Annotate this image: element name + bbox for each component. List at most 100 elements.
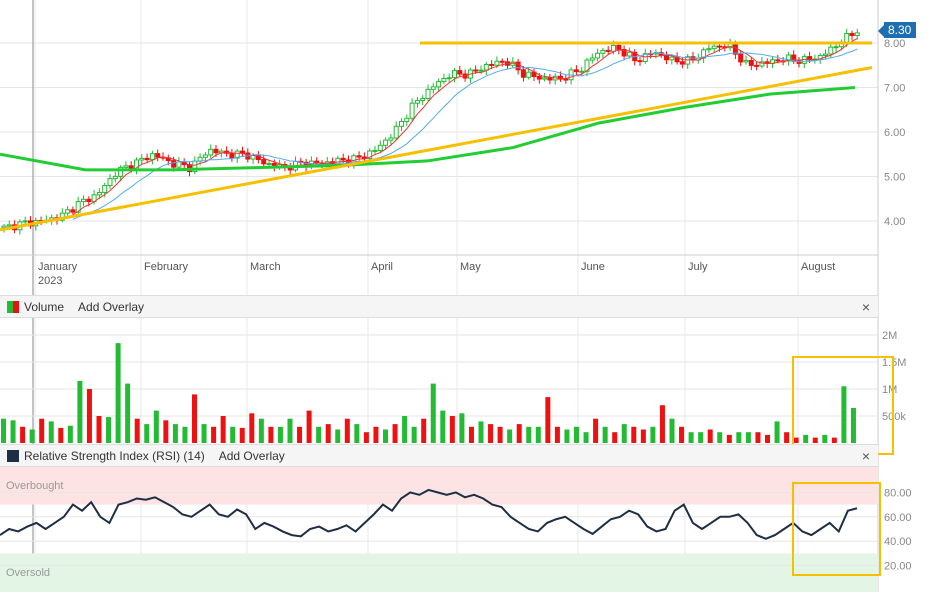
candle — [452, 70, 457, 79]
rsi-panel-header: Relative Strength Index (RSI) (14) Add O… — [0, 444, 878, 467]
candle — [589, 57, 595, 61]
volume-bar — [755, 432, 761, 443]
candle — [807, 56, 813, 61]
candle — [340, 157, 346, 161]
candle — [478, 69, 484, 72]
volume-bar — [707, 429, 713, 443]
volume-bar — [631, 426, 637, 443]
candle — [785, 54, 791, 62]
volume-bar — [449, 416, 455, 443]
candle — [176, 161, 182, 168]
candle — [441, 77, 447, 82]
volume-close-icon[interactable]: × — [861, 298, 870, 315]
volume-bar — [564, 429, 570, 443]
candle — [436, 80, 442, 88]
oversold-zone — [0, 553, 878, 592]
candle — [483, 63, 489, 71]
volume-bar — [822, 434, 828, 443]
volume-bar — [535, 426, 541, 443]
candle — [86, 198, 92, 203]
volume-bar — [774, 421, 780, 443]
volume-bar — [478, 421, 484, 443]
candle — [754, 64, 760, 67]
volume-bar — [258, 418, 264, 443]
volume-bar — [287, 418, 293, 443]
volume-bar — [803, 434, 809, 443]
volume-bar — [201, 424, 207, 443]
candle — [547, 77, 553, 81]
volume-bar — [793, 437, 799, 443]
candle — [75, 201, 81, 213]
candle — [139, 157, 145, 161]
support-trendline — [0, 66, 873, 232]
volume-add-overlay-button[interactable]: Add Overlay — [78, 299, 145, 314]
candle — [611, 44, 616, 52]
volume-tick-label: 1.5M — [882, 357, 906, 369]
volume-bar — [115, 343, 121, 443]
volume-bar — [153, 410, 159, 443]
candle — [494, 60, 500, 66]
candle — [6, 224, 12, 227]
volume-bar — [440, 410, 446, 443]
ma-slow-line — [72, 48, 858, 220]
candle — [796, 60, 802, 64]
volume-bar — [383, 429, 388, 443]
candle — [558, 75, 563, 80]
volume-bar — [602, 426, 608, 443]
rsi-tick-label: 40.00 — [884, 536, 912, 548]
candle — [266, 162, 272, 165]
overbought-zone — [0, 466, 878, 505]
candle — [361, 156, 367, 159]
candle — [679, 61, 685, 65]
candle — [579, 70, 585, 73]
volume-bar — [182, 426, 188, 443]
volume-bar — [354, 424, 360, 443]
overbought-label: Overbought — [6, 480, 64, 492]
volume-bar — [20, 426, 26, 443]
volume-bar — [192, 394, 197, 443]
volume-bar — [67, 425, 73, 443]
candle — [759, 61, 765, 67]
month-label: August — [801, 261, 835, 273]
volume-bar — [812, 437, 818, 443]
month-label: July — [688, 261, 708, 273]
candle — [637, 60, 643, 63]
rsi-legend-icon — [7, 449, 19, 462]
price-tick-label: 8.00 — [884, 38, 905, 50]
volume-bar — [726, 434, 732, 443]
volume-label: Volume — [24, 299, 65, 314]
volume-bar — [58, 427, 64, 443]
candle — [849, 32, 855, 37]
candle — [102, 185, 108, 193]
volume-bar — [86, 389, 92, 443]
candle — [377, 144, 383, 151]
candle — [526, 71, 532, 78]
rsi-tick-label: 20.00 — [884, 561, 912, 573]
price-tick-label: 5.00 — [884, 172, 905, 184]
candle — [499, 60, 505, 63]
candle — [616, 44, 622, 51]
candle — [425, 88, 431, 100]
volume-bar — [268, 426, 274, 443]
volume-tick-label: 1M — [882, 384, 897, 396]
year-label: 2023 — [38, 275, 62, 287]
candle — [520, 69, 526, 78]
month-label: April — [371, 261, 393, 273]
volume-bar — [717, 432, 723, 443]
candle — [642, 53, 648, 63]
month-label: March — [250, 261, 281, 273]
rsi-close-icon[interactable]: × — [861, 447, 870, 464]
volume-bar — [134, 418, 140, 443]
candle — [573, 69, 579, 73]
volume-bar — [784, 432, 790, 443]
volume-bar — [363, 432, 369, 443]
volume-bar — [48, 421, 54, 443]
volume-bar — [554, 426, 560, 443]
candle — [112, 175, 118, 180]
rsi-add-overlay-button[interactable]: Add Overlay — [218, 448, 285, 463]
candle — [515, 61, 521, 71]
candle — [149, 153, 155, 161]
volume-bar — [125, 383, 131, 443]
volume-bar — [144, 424, 150, 443]
